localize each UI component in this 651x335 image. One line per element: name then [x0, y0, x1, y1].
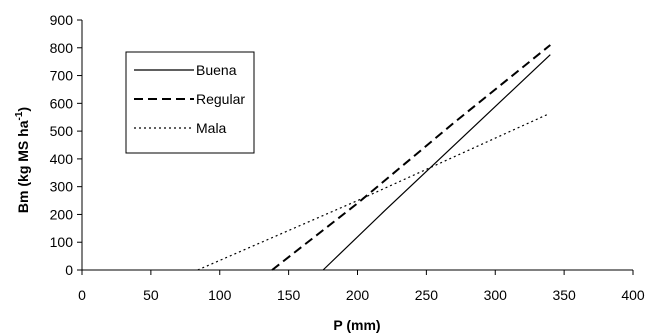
- series-line-buena: [322, 54, 551, 271]
- y-tick-label: 400: [50, 151, 74, 167]
- x-axis-ticks: 0 50 100 150 200 250 300 350 400: [78, 270, 645, 303]
- y-tick-label: 200: [50, 206, 74, 222]
- series-line-regular: [271, 44, 551, 271]
- y-axis-title-main: Bm (kg MS ha: [15, 120, 31, 213]
- y-tick-label: 500: [50, 123, 74, 139]
- x-tick-label: 50: [143, 287, 159, 303]
- x-tick-label: 200: [346, 287, 370, 303]
- x-axis-title: P (mm): [333, 317, 380, 333]
- x-tick-label: 250: [415, 287, 439, 303]
- y-axis-ticks: 0 100 200 300 400 500 600 700 800 900: [50, 12, 82, 278]
- y-tick-label: 600: [50, 95, 74, 111]
- y-axis-title-sup: -1: [14, 111, 25, 120]
- y-axis-title: Bm (kg MS ha-1): [14, 107, 31, 213]
- x-tick-label: 150: [277, 287, 301, 303]
- legend-label-mala: Mala: [196, 120, 227, 136]
- y-tick-label: 900: [50, 12, 74, 28]
- y-tick-label: 0: [65, 262, 73, 278]
- x-tick-label: 100: [208, 287, 232, 303]
- y-tick-label: 700: [50, 68, 74, 84]
- legend-box: [125, 51, 255, 154]
- x-tick-label: 0: [78, 287, 86, 303]
- x-tick-label: 400: [621, 287, 645, 303]
- y-axis-title-close: ): [15, 107, 31, 112]
- x-tick-label: 350: [552, 287, 576, 303]
- legend: Buena Regular Mala: [125, 51, 255, 154]
- y-tick-label: 800: [50, 40, 74, 56]
- legend-label-buena: Buena: [196, 62, 237, 78]
- x-tick-label: 300: [484, 287, 508, 303]
- y-tick-label: 300: [50, 179, 74, 195]
- series-lines: [197, 44, 551, 271]
- y-tick-label: 100: [50, 234, 74, 250]
- legend-label-regular: Regular: [196, 91, 245, 107]
